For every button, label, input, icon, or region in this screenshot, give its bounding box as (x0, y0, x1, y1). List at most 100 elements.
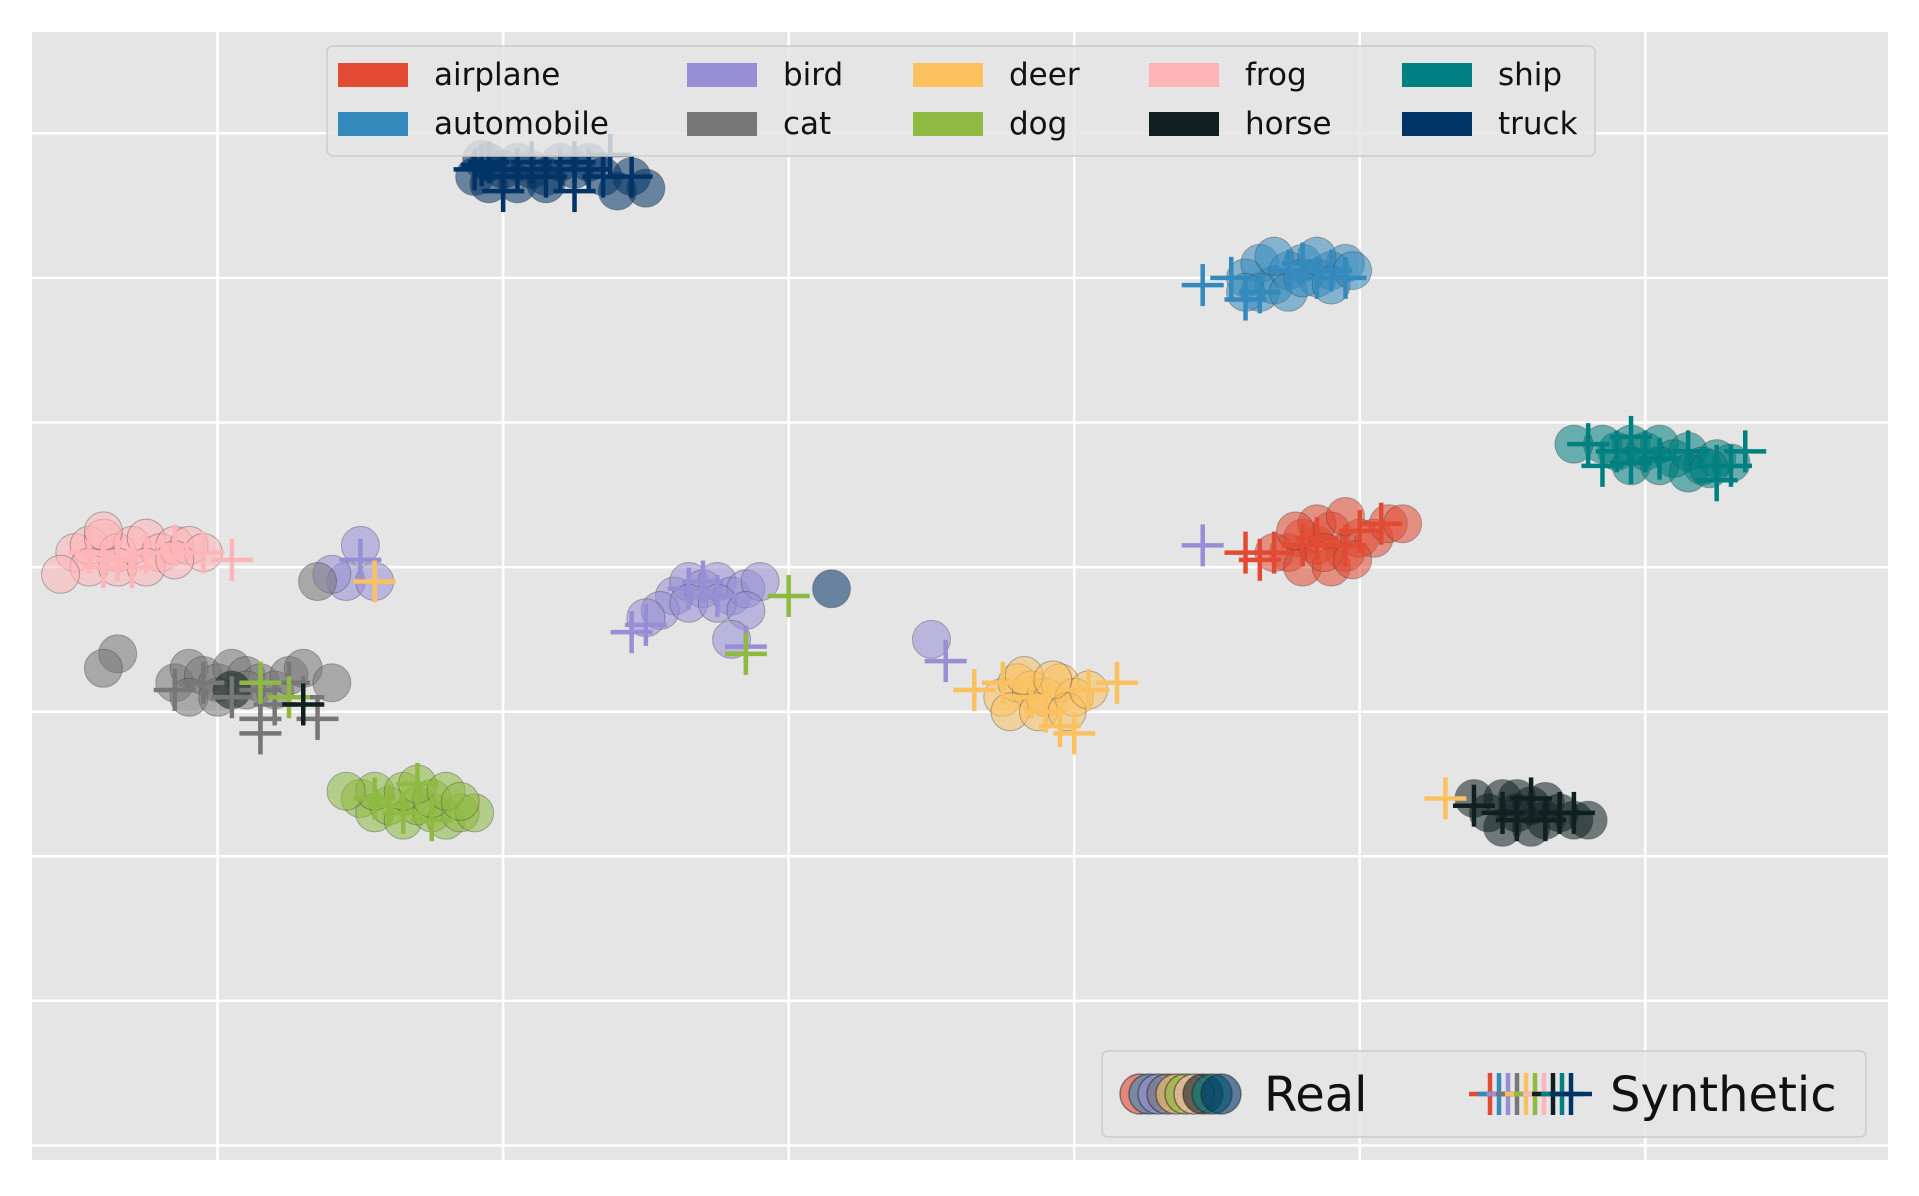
legend-swatch-ship (1402, 63, 1472, 87)
dog-synthetic-point-7 (767, 575, 810, 617)
truck-synthetic-point-12 (610, 155, 653, 198)
deer-synthetic-point-6 (1067, 669, 1110, 711)
legend-swatch-dog (913, 112, 983, 136)
cat-real-point-16 (298, 562, 338, 602)
airplane-real-point-15 (1333, 540, 1373, 580)
airplane-synthetic-point-6 (1338, 509, 1381, 552)
legend-label-deer: deer (1009, 57, 1080, 93)
automobile-synthetic-point-8 (1224, 278, 1267, 321)
legend-label-bird: bird (783, 57, 843, 93)
cat-real-point-13 (312, 663, 352, 703)
legend-entry-dog: dog (913, 106, 1067, 142)
series-automobile-synthetic (1181, 242, 1367, 321)
cat-real-point-15 (83, 648, 123, 688)
frog-synthetic-point-4 (182, 531, 225, 574)
bird-real-point-16 (911, 619, 951, 659)
bird-real-point-12 (712, 619, 752, 659)
truck-synthetic-point-10 (553, 170, 596, 213)
legend-swatch-cat (687, 112, 757, 136)
frog-synthetic-point-7 (210, 538, 253, 581)
bird-synthetic-point-8 (1181, 524, 1224, 567)
bird-synthetic-point-7 (924, 640, 967, 683)
frog-synthetic-point-6 (110, 546, 153, 589)
deer-synthetic-point-8 (353, 560, 396, 603)
airplane-synthetic-point-7 (1360, 502, 1403, 545)
legend-label-dog: dog (1009, 106, 1067, 142)
airplane-synthetic-point-5 (1238, 538, 1281, 581)
ship-synthetic-point-9 (1581, 444, 1624, 487)
ship-synthetic-point-4 (1638, 437, 1681, 480)
data-points (41, 133, 1767, 847)
legend-label-automobile: automobile (434, 106, 609, 142)
airplane-synthetic-point-2 (1295, 517, 1338, 560)
cat-synthetic-point-2 (210, 676, 253, 719)
dog-synthetic-point-8 (724, 632, 767, 675)
cat-synthetic-point-7 (239, 712, 282, 755)
ship-synthetic-point-8 (1724, 430, 1767, 473)
legend-entry-horse: horse (1149, 106, 1332, 142)
series-ship-synthetic (1567, 415, 1767, 502)
ship-synthetic-point-11 (1695, 459, 1738, 502)
marker-legend-real: Real (1119, 1067, 1367, 1123)
legend-entry-frog: frog (1149, 57, 1307, 93)
legend-label-cat: cat (783, 106, 831, 142)
marker-legend-real-label: Real (1264, 1067, 1367, 1123)
truck-real-point-17 (812, 569, 852, 609)
legend-label-ship: ship (1498, 57, 1562, 93)
legend-entry-truck: truck (1402, 106, 1578, 142)
automobile-synthetic-point-0 (1181, 264, 1224, 307)
bird-synthetic-point-2 (696, 575, 739, 617)
deer-synthetic-point-1 (981, 661, 1024, 704)
horse-synthetic-point-6 (1552, 791, 1595, 834)
ship-synthetic-point-5 (1667, 430, 1710, 473)
marker-legend-synthetic-label: Synthetic (1610, 1067, 1837, 1123)
legend-entry-airplane: airplane (338, 57, 560, 93)
marker-legend-synthetic: Synthetic (1469, 1067, 1837, 1123)
horse-synthetic-point-3 (1510, 777, 1553, 820)
automobile-synthetic-point-1 (1210, 256, 1253, 299)
deer-synthetic-point-9 (1424, 777, 1467, 820)
legend-swatch-horse (1149, 112, 1219, 136)
series-frog-synthetic (68, 524, 253, 589)
bird-synthetic-point-4 (610, 611, 653, 654)
ship-synthetic-point-10 (1610, 441, 1653, 484)
frog-real-point-14 (41, 554, 81, 594)
legend-label-truck: truck (1498, 106, 1578, 142)
dog-synthetic-point-3 (410, 799, 453, 842)
legend-label-frog: frog (1245, 57, 1307, 93)
legend-entry-automobile: automobile (338, 106, 609, 142)
horse-synthetic-point-7 (282, 683, 325, 726)
marker-legend-real-circle-9 (1200, 1073, 1242, 1115)
legend-swatch-deer (913, 63, 983, 87)
deer-real-point-11 (1033, 660, 1073, 700)
series-bird-synthetic (339, 524, 1224, 683)
airplane-real-point-13 (1276, 511, 1316, 551)
horse-real-point-11 (1568, 800, 1608, 840)
series-dog-synthetic (239, 575, 810, 842)
series-deer-synthetic (353, 560, 1467, 820)
series-horse-synthetic (282, 683, 1595, 842)
cat-synthetic-point-1 (182, 661, 225, 704)
series-cat (83, 562, 352, 717)
legend-entry-bird: bird (687, 57, 843, 93)
legend-swatch-frog (1149, 63, 1219, 87)
legend-entry-cat: cat (687, 106, 831, 142)
deer-synthetic-point-7 (1096, 661, 1139, 704)
automobile-real-point-9 (1254, 236, 1294, 276)
legend-swatch-truck (1402, 112, 1472, 136)
dog-real-point-15 (440, 781, 480, 821)
dog-synthetic-point-4 (367, 784, 410, 827)
dog-real-point-13 (326, 771, 366, 811)
legend-swatch-airplane (338, 63, 408, 87)
cat-synthetic-point-0 (153, 669, 196, 711)
legend-swatch-automobile (338, 112, 408, 136)
horse-synthetic-point-0 (1452, 784, 1495, 827)
legend-entry-deer: deer (913, 57, 1080, 93)
automobile-synthetic-point-7 (1324, 256, 1367, 299)
deer-synthetic-point-5 (1053, 712, 1096, 755)
marker-legend: Real Synthetic (1101, 1050, 1867, 1138)
legend-swatch-bird (687, 63, 757, 87)
ship-synthetic-point-0 (1567, 423, 1610, 466)
deer-synthetic-point-0 (953, 669, 996, 711)
